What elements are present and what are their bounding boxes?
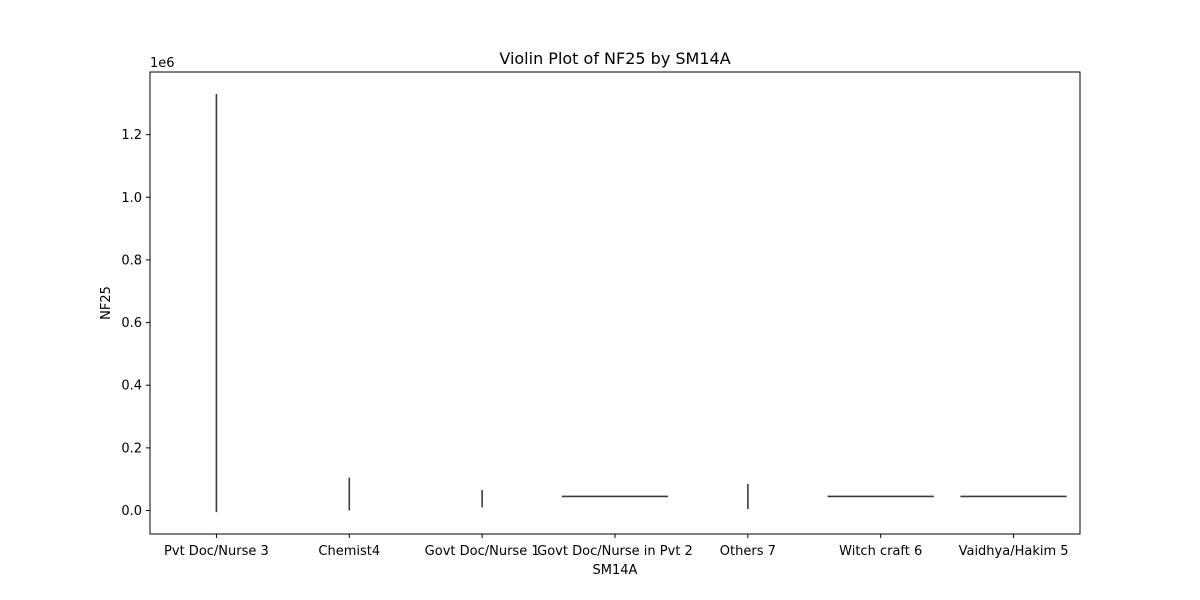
- x-tick-label: Vaidhya/Hakim 5: [959, 544, 1069, 559]
- y-tick-label: 0.6: [121, 316, 142, 331]
- x-tick-label: Chemist4: [318, 544, 380, 559]
- x-tick-label: Govt Doc/Nurse 1: [425, 544, 540, 559]
- y-axis: 0.0 0.2 0.4 0.6 0.8 1.0 1.2: [121, 128, 150, 519]
- y-tick-label: 0.0: [121, 504, 142, 519]
- y-tick-label: 1.2: [121, 128, 142, 143]
- x-tick-label: Govt Doc/Nurse in Pvt 2: [537, 544, 693, 559]
- y-tick-label: 0.8: [121, 253, 142, 268]
- x-axis-label: SM14A: [593, 563, 638, 578]
- y-axis-label: NF25: [99, 286, 114, 320]
- x-tick-label: Others 7: [720, 544, 776, 559]
- x-tick-label: Pvt Doc/Nurse 3: [164, 544, 269, 559]
- x-axis: Pvt Doc/Nurse 3 Chemist4 Govt Doc/Nurse 1G…: [164, 534, 1069, 559]
- y-tick-label: 1.0: [121, 191, 142, 206]
- y-tick-label: 0.2: [121, 441, 142, 456]
- x-tick-label: Witch craft 6: [839, 544, 922, 559]
- violins: [215, 93, 1067, 513]
- y-offset-label: 1e6: [150, 56, 175, 71]
- y-tick-label: 0.4: [121, 379, 142, 394]
- chart-title: Violin Plot of NF25 by SM14A: [499, 49, 730, 68]
